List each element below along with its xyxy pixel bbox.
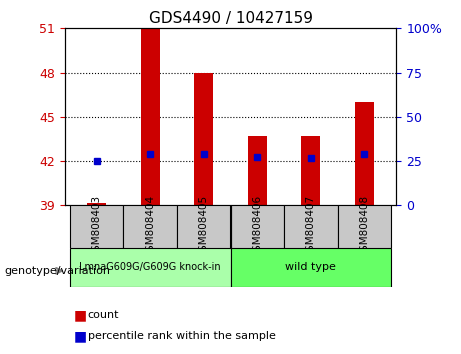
- FancyBboxPatch shape: [284, 205, 337, 248]
- Text: GSM808403: GSM808403: [92, 195, 102, 258]
- FancyBboxPatch shape: [337, 205, 391, 248]
- Text: GSM808407: GSM808407: [306, 195, 316, 258]
- Text: percentile rank within the sample: percentile rank within the sample: [88, 331, 276, 341]
- Text: wild type: wild type: [285, 262, 336, 272]
- Text: GSM808406: GSM808406: [252, 195, 262, 258]
- Text: LmnaG609G/G609G knock-in: LmnaG609G/G609G knock-in: [79, 262, 221, 272]
- Text: ■: ■: [74, 329, 87, 343]
- Text: GSM808405: GSM808405: [199, 195, 209, 258]
- Text: GSM808404: GSM808404: [145, 195, 155, 258]
- Bar: [301, 136, 320, 205]
- Text: GSM808408: GSM808408: [359, 195, 369, 258]
- FancyBboxPatch shape: [124, 205, 177, 248]
- Bar: [87, 203, 106, 205]
- Text: ■: ■: [74, 308, 87, 322]
- Bar: [248, 136, 266, 205]
- FancyBboxPatch shape: [230, 205, 284, 248]
- FancyBboxPatch shape: [230, 248, 391, 287]
- Text: genotype/variation: genotype/variation: [5, 266, 111, 276]
- FancyBboxPatch shape: [70, 248, 230, 287]
- Bar: [141, 28, 160, 205]
- FancyBboxPatch shape: [70, 205, 124, 248]
- Bar: [195, 73, 213, 205]
- Title: GDS4490 / 10427159: GDS4490 / 10427159: [148, 11, 313, 26]
- Bar: [355, 102, 374, 205]
- Text: count: count: [88, 310, 119, 320]
- FancyBboxPatch shape: [177, 205, 230, 248]
